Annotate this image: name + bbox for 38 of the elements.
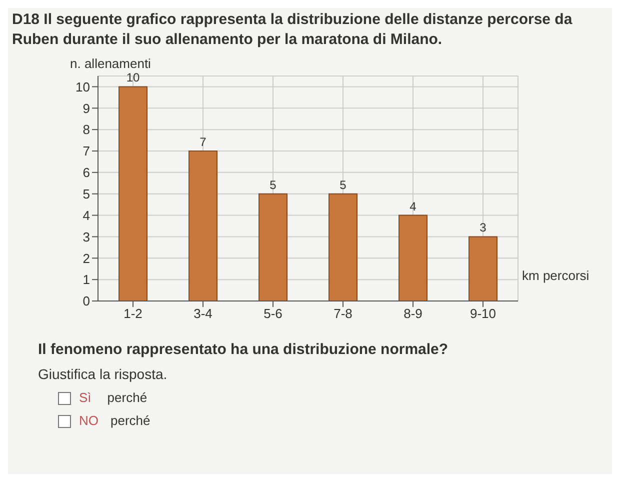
text: Il fenomeno rappresentato ha una distribuzione normale?: [38, 341, 450, 358]
chart-title: D18 Il seguente grafico rappresenta la distribuzione delle distanze percorse da Ruben durante il suo allenamento per la maratona di Milano.: [11, 10, 574, 50]
bar: [468, 236, 498, 301]
bar: [328, 193, 358, 301]
data-label: 7: [200, 135, 207, 149]
y-tick-label: 0: [82, 294, 90, 309]
data-label: 3: [480, 220, 487, 235]
bar: [118, 86, 148, 301]
y-tick-label: 2: [82, 250, 90, 266]
y-tick-label: 9: [82, 100, 90, 116]
y-tick-label: 10: [76, 79, 90, 94]
x-tick-label: 5-6: [264, 306, 282, 322]
x-tick-label: 7-8: [334, 306, 352, 322]
data-label: 5: [270, 178, 277, 192]
text: perché: [110, 413, 150, 428]
bar: [188, 150, 218, 301]
y-tick-label: 8: [82, 122, 90, 138]
y-tick-label: 7: [82, 144, 90, 159]
x-tick-label: 3-4: [194, 306, 212, 322]
data-label: 10: [126, 70, 140, 85]
text: Sì: [79, 390, 92, 405]
data-label: 4: [410, 199, 417, 214]
text: perché: [107, 390, 148, 405]
y-tick-label: 4: [82, 208, 90, 223]
bar: [398, 214, 428, 301]
x-tick-label: 9-10: [470, 306, 496, 322]
text: Giustifica la risposta.: [38, 366, 168, 382]
y-tick-label: 3: [82, 229, 90, 244]
bar: [258, 193, 288, 301]
y-tick-label: 1: [82, 272, 90, 288]
text: NO: [79, 413, 98, 428]
y-axis-title: n. allenamenti: [70, 56, 151, 71]
x-tick-label: 1-2: [124, 306, 142, 322]
x-tick-label: 8-9: [404, 306, 422, 322]
y-tick-label: 6: [82, 165, 90, 180]
x-axis-title: km percorsi: [522, 268, 590, 283]
data-label: 5: [340, 178, 347, 192]
y-tick-label: 5: [82, 186, 90, 202]
